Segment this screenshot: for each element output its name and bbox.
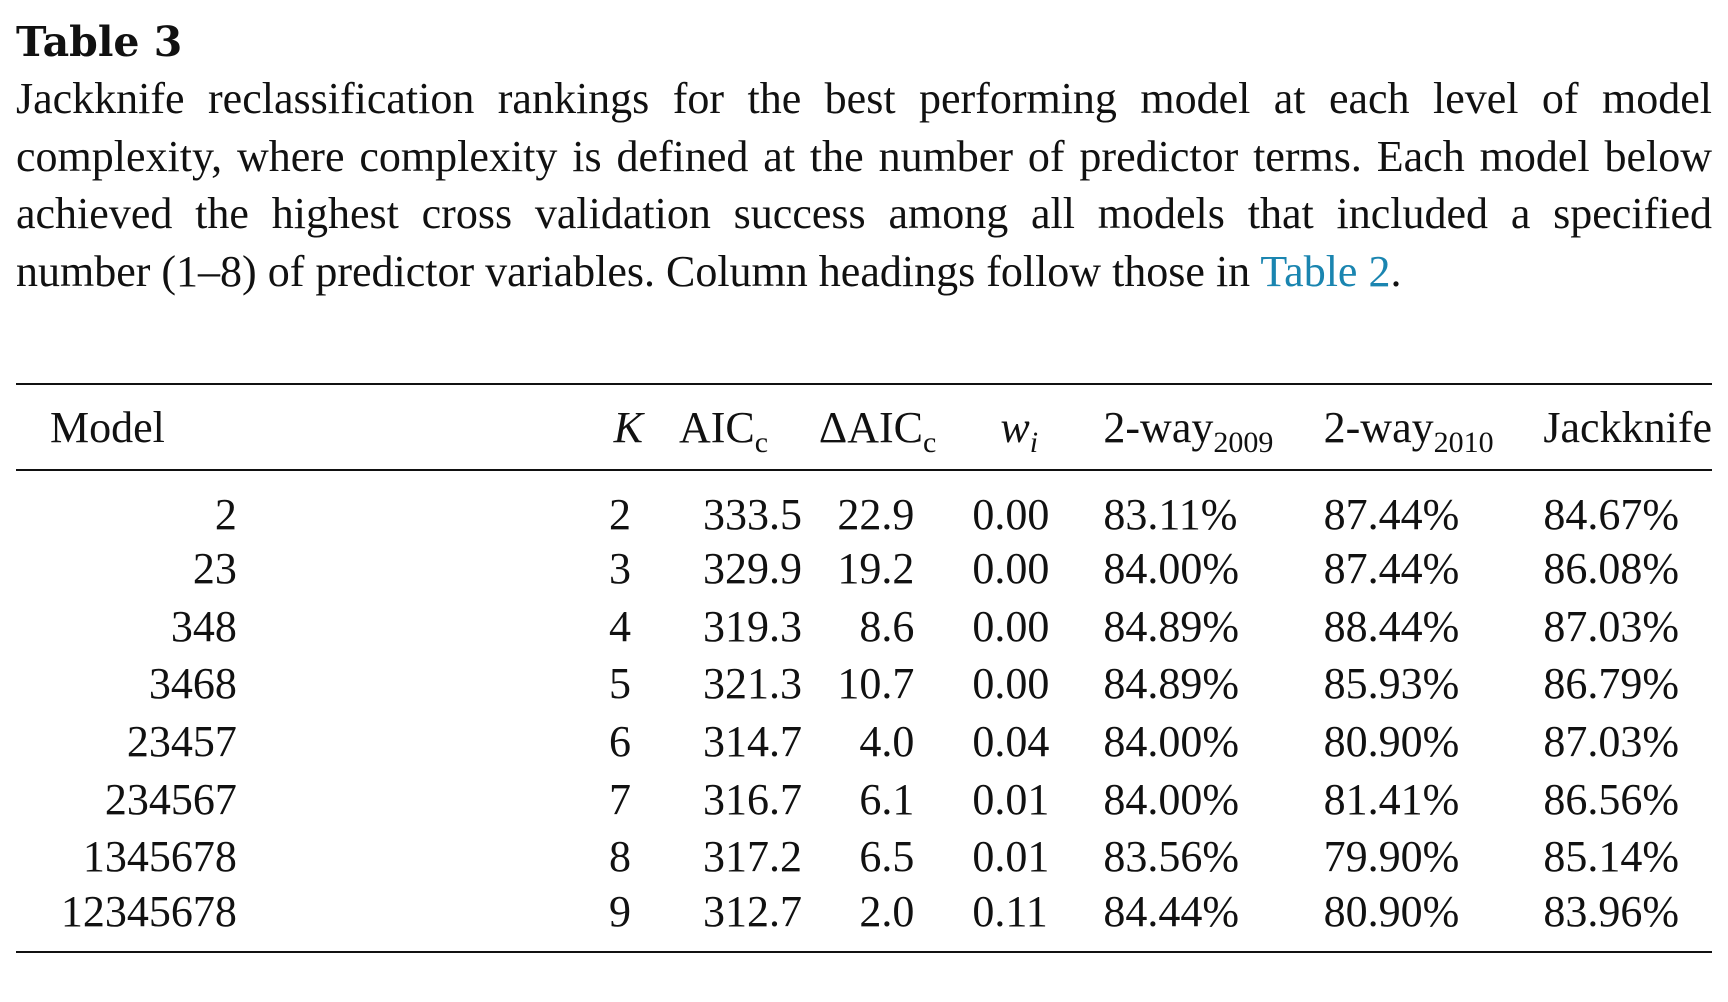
cell-daicc: 4.0 (859, 717, 915, 767)
cell-daicc: 10.7 (837, 659, 915, 709)
header-2way-2009: 2-way2009 (1103, 402, 1274, 459)
cell-aicc: 317.2 (702, 832, 802, 882)
table-row: 234567 7 316.7 6.1 0.01 84.00% 81.41% 86.56% (16, 770, 1712, 828)
cell-way2010: 87.44% (1323, 544, 1460, 594)
cell-aicc: 319.3 (702, 601, 802, 651)
cell-model: 23 (192, 544, 237, 594)
header-delta-aicc: ΔAICc (818, 402, 937, 459)
table-row: 12345678 9 312.7 2.0 0.11 84.44% 80.90% 83.96% (16, 886, 1712, 952)
cell-model: 348 (170, 601, 237, 651)
cell-model: 234567 (104, 774, 237, 824)
cell-way2010: 87.44% (1323, 490, 1460, 539)
cell-k: 4 (608, 601, 631, 651)
table-header: Model K AICc ΔAICc wi 2-way2009 2-way201… (16, 384, 1712, 470)
cell-wi: 0.00 (972, 601, 1050, 651)
cell-wi: 0.04 (972, 717, 1050, 767)
cell-way2009: 84.00% (1103, 544, 1240, 594)
header-aicc: AICc (678, 402, 769, 459)
cell-jackknife: 83.96% (1543, 886, 1680, 936)
header-row: Model K AICc ΔAICc wi 2-way2009 2-way201… (16, 384, 1712, 470)
table-row: 348 4 319.3 8.6 0.00 84.89% 88.44% 87.03% (16, 598, 1712, 656)
table-2-link[interactable]: Table 2 (1260, 246, 1391, 296)
header-k: K (613, 402, 643, 452)
header-jackknife: Jackknife (1543, 402, 1712, 452)
cell-daicc: 8.6 (859, 601, 915, 651)
cell-wi: 0.00 (972, 490, 1050, 539)
cell-way2009: 84.00% (1103, 717, 1240, 767)
cell-way2010: 81.41% (1323, 774, 1460, 824)
cell-daicc: 6.5 (859, 832, 915, 882)
header-2way-2010: 2-way2010 (1323, 402, 1494, 459)
cell-aicc: 312.7 (702, 886, 802, 936)
cell-jackknife: 87.03% (1543, 601, 1680, 651)
cell-way2009: 84.00% (1103, 774, 1240, 824)
table-row: 3468 5 321.3 10.7 0.00 84.89% 85.93% 86.79% (16, 655, 1712, 713)
cell-model: 23457 (126, 717, 237, 767)
cell-wi: 0.01 (972, 832, 1050, 882)
header-wi: wi (1000, 402, 1039, 459)
caption-text: Jackknife reclassification rankings for … (16, 74, 1712, 296)
table-row: 23457 6 314.7 4.0 0.04 84.00% 80.90% 87.03% (16, 713, 1712, 771)
cell-jackknife: 84.67% (1543, 490, 1680, 539)
cell-way2009: 84.89% (1103, 659, 1240, 709)
caption-period: . (1390, 246, 1402, 296)
cell-k: 7 (608, 774, 631, 824)
cell-k: 6 (608, 717, 631, 767)
cell-daicc: 19.2 (837, 544, 915, 594)
cell-k: 8 (608, 832, 631, 882)
cell-way2010: 80.90% (1323, 886, 1460, 936)
cell-daicc: 2.0 (859, 886, 915, 936)
cell-k: 5 (608, 659, 631, 709)
cell-model: 1345678 (82, 832, 237, 882)
cell-aicc: 314.7 (702, 717, 802, 767)
cell-jackknife: 86.56% (1543, 774, 1680, 824)
cell-jackknife: 86.79% (1543, 659, 1680, 709)
cell-wi: 0.00 (972, 544, 1050, 594)
cell-way2010: 80.90% (1323, 717, 1460, 767)
cell-wi: 0.11 (972, 886, 1048, 936)
cell-wi: 0.00 (972, 659, 1050, 709)
cell-way2009: 84.89% (1103, 601, 1240, 651)
cell-daicc: 22.9 (837, 490, 915, 539)
table-row: 23 3 329.9 19.2 0.00 84.00% 87.44% 86.08% (16, 540, 1712, 598)
cell-daicc: 6.1 (859, 774, 915, 824)
cell-model: 3468 (148, 659, 237, 709)
cell-model: 2 (214, 490, 237, 539)
cell-way2009: 83.11% (1103, 490, 1238, 539)
cell-aicc: 321.3 (702, 659, 802, 709)
document-page: Table 3 Jackknife reclassification ranki… (16, 14, 1712, 952)
cell-way2009: 84.44% (1103, 886, 1240, 936)
table-label: Table 3 (16, 18, 183, 66)
cell-k: 9 (608, 886, 631, 936)
cell-aicc: 316.7 (702, 774, 802, 824)
cell-aicc: 329.9 (702, 544, 802, 594)
table-body: 2 2 333.5 22.9 0.00 83.11% 87.44% 84.67% 23 3 329.… (16, 470, 1712, 952)
cell-model: 12345678 (60, 886, 237, 936)
cell-way2010: 85.93% (1323, 659, 1460, 709)
header-model: Model (50, 402, 165, 452)
table-row: 1345678 8 317.2 6.5 0.01 83.56% 79.90% 85.14% (16, 828, 1712, 886)
cell-way2009: 83.56% (1103, 832, 1240, 882)
cell-jackknife: 86.08% (1543, 544, 1680, 594)
table-caption: Jackknife reclassification rankings for … (16, 70, 1712, 300)
cell-way2010: 79.90% (1323, 832, 1460, 882)
cell-aicc: 333.5 (702, 490, 802, 539)
cell-k: 3 (608, 544, 631, 594)
table-row: 2 2 333.5 22.9 0.00 83.11% 87.44% 84.67% (16, 470, 1712, 540)
cell-wi: 0.01 (972, 774, 1050, 824)
cell-jackknife: 87.03% (1543, 717, 1680, 767)
results-table: Model K AICc ΔAICc wi 2-way2009 2-way201… (16, 383, 1712, 953)
cell-jackknife: 85.14% (1543, 832, 1680, 882)
cell-way2010: 88.44% (1323, 601, 1460, 651)
cell-k: 2 (608, 490, 631, 539)
